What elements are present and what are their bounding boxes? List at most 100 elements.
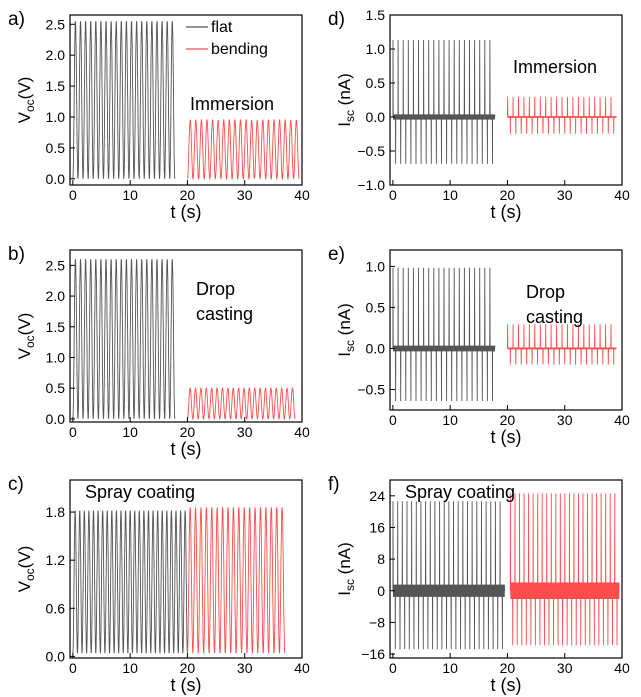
y-tick-label: 1.0 bbox=[366, 41, 386, 57]
y-tick-label: −16 bbox=[361, 646, 385, 662]
y-tick-label: −0.5 bbox=[357, 143, 385, 159]
x-tick-label: 10 bbox=[122, 660, 138, 676]
x-tick-label: 40 bbox=[614, 412, 630, 428]
y-tick-label: 1.8 bbox=[46, 504, 66, 520]
y-tick-label: −1.0 bbox=[357, 177, 385, 193]
series-flat bbox=[72, 510, 188, 654]
x-tick-label: 10 bbox=[122, 424, 138, 440]
y-axis-label-text: Voc(V) bbox=[15, 546, 37, 593]
x-tick-label: 40 bbox=[294, 660, 310, 676]
x-tick-label: 10 bbox=[442, 412, 458, 428]
x-tick-label: 0 bbox=[69, 660, 77, 676]
x-axis-label: t (s) bbox=[491, 202, 522, 222]
series-flat bbox=[72, 21, 176, 179]
y-axis-label-text: Isc (nA) bbox=[335, 542, 357, 596]
y-tick-label: 1.5 bbox=[46, 319, 66, 335]
series-flat bbox=[392, 267, 496, 402]
series-bending bbox=[187, 387, 296, 420]
series-flat bbox=[392, 39, 496, 164]
y-axis-label: Voc(V) bbox=[15, 313, 37, 360]
x-tick-label: 0 bbox=[69, 187, 77, 203]
annotation: Spray coating bbox=[405, 482, 515, 502]
x-tick-label: 40 bbox=[294, 424, 310, 440]
x-tick-label: 0 bbox=[389, 412, 397, 428]
legend-label-bending: bending bbox=[211, 41, 268, 58]
panel-label: f) bbox=[328, 474, 340, 495]
y-tick-label: 1.5 bbox=[366, 7, 386, 23]
x-tick-label: 10 bbox=[442, 660, 458, 676]
axes-frame bbox=[69, 479, 303, 659]
x-tick-label: 0 bbox=[389, 660, 397, 676]
series-bending bbox=[186, 507, 286, 654]
axes-frame bbox=[69, 249, 303, 423]
y-tick-label: 0 bbox=[377, 583, 385, 599]
y-tick-label: 0.0 bbox=[46, 648, 66, 664]
x-axis-label: t (s) bbox=[491, 427, 522, 447]
x-tick-label: 20 bbox=[500, 412, 516, 428]
y-axis-label-text: Voc(V) bbox=[15, 313, 37, 360]
x-tick-label: 30 bbox=[237, 187, 253, 203]
y-axis-label: Isc (nA) bbox=[335, 303, 357, 357]
panel-label: a) bbox=[8, 9, 25, 30]
y-axis-label: Voc(V) bbox=[15, 77, 37, 124]
y-tick-label: 2.5 bbox=[46, 16, 66, 32]
x-tick-label: 30 bbox=[237, 424, 253, 440]
x-tick-label: 10 bbox=[122, 187, 138, 203]
y-tick-label: 0.5 bbox=[46, 380, 66, 396]
series-bending bbox=[186, 118, 300, 181]
y-tick-label: 8 bbox=[377, 551, 385, 567]
panel-label: e) bbox=[328, 244, 345, 265]
x-tick-label: 20 bbox=[180, 660, 196, 676]
y-tick-label: 2.5 bbox=[46, 257, 66, 273]
x-axis-label: t (s) bbox=[171, 439, 202, 459]
x-tick-label: 40 bbox=[294, 187, 310, 203]
axes-frame bbox=[389, 479, 623, 659]
x-tick-label: 20 bbox=[500, 660, 516, 676]
y-axis-label-text: Isc (nA) bbox=[335, 73, 357, 127]
series-bending bbox=[506, 96, 617, 134]
y-tick-label: 1.0 bbox=[46, 350, 66, 366]
legend-label-flat: flat bbox=[211, 19, 233, 36]
y-tick-label: 1.2 bbox=[46, 552, 66, 568]
annotation: Spray coating bbox=[85, 482, 195, 502]
y-axis-label: Isc (nA) bbox=[335, 542, 357, 596]
y-axis-label-text: Isc (nA) bbox=[335, 303, 357, 357]
x-tick-label: 40 bbox=[614, 660, 630, 676]
panel-f: 0 10 20 30 40 −16 −8 0 8 16 24 t (s) Isc (nA) f) Spray… bbox=[328, 474, 630, 695]
y-tick-label: 24 bbox=[369, 488, 385, 504]
x-tick-label: 20 bbox=[500, 187, 516, 203]
y-axis-label: Isc (nA) bbox=[335, 73, 357, 127]
x-tick-label: 30 bbox=[557, 660, 573, 676]
x-axis-label: t (s) bbox=[171, 202, 202, 222]
x-tick-label: 10 bbox=[442, 187, 458, 203]
y-tick-label: 16 bbox=[369, 519, 385, 535]
x-tick-label: 30 bbox=[557, 412, 573, 428]
panel-c: 0 10 20 30 40 0.0 0.6 1.2 1.8 t (s) Voc(V) c) Spray … bbox=[8, 474, 310, 695]
y-tick-label: −0.5 bbox=[357, 381, 385, 397]
panel-a: 0 10 20 30 40 0.0 0.5 1.0 1.5 2.0 2.5 t (s) Voc(V) a)… bbox=[8, 9, 310, 222]
series-flat bbox=[392, 501, 506, 650]
y-tick-label: 0.5 bbox=[46, 140, 66, 156]
y-tick-label: 0.5 bbox=[366, 299, 386, 315]
y-axis-label-text: Voc(V) bbox=[15, 77, 37, 124]
y-tick-label: 0.0 bbox=[366, 340, 386, 356]
panel-label: d) bbox=[328, 9, 345, 30]
x-axis-label: t (s) bbox=[491, 675, 522, 695]
x-tick-label: 0 bbox=[389, 187, 397, 203]
y-tick-label: 0.0 bbox=[366, 109, 386, 125]
annotation: casting bbox=[196, 304, 253, 324]
y-tick-label: 0.0 bbox=[46, 171, 66, 187]
panel-b: 0 10 20 30 40 0.0 0.5 1.0 1.5 2.0 2.5 t (s) Voc(V) b)… bbox=[8, 244, 310, 459]
y-tick-label: 2.0 bbox=[46, 288, 66, 304]
annotation: Drop bbox=[526, 282, 565, 302]
y-tick-label: 1.5 bbox=[46, 78, 66, 94]
x-tick-label: 40 bbox=[614, 187, 630, 203]
annotation: Immersion bbox=[190, 94, 274, 114]
x-tick-label: 0 bbox=[69, 424, 77, 440]
series-bending bbox=[509, 493, 620, 646]
x-tick-label: 30 bbox=[557, 187, 573, 203]
panel-label: c) bbox=[8, 474, 24, 495]
axes-frame bbox=[69, 14, 303, 186]
y-tick-label: −8 bbox=[369, 614, 385, 630]
